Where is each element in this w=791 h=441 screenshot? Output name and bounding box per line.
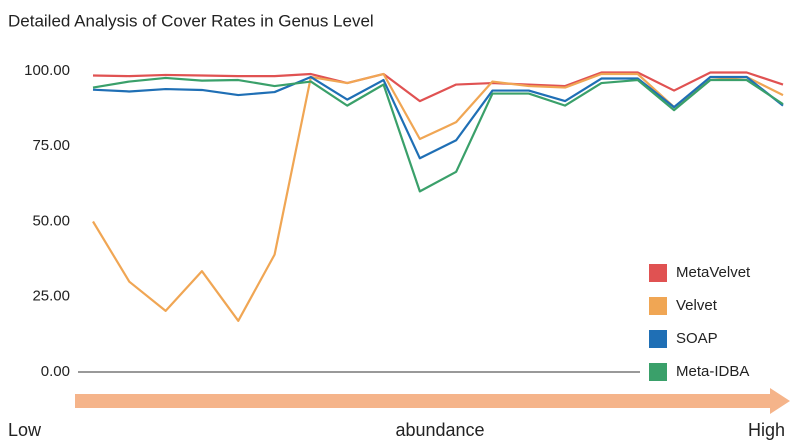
abundance-arrow: [75, 388, 790, 414]
legend-label: MetaVelvet: [676, 264, 751, 281]
legend-label: SOAP: [676, 330, 718, 347]
series-line: [92, 71, 784, 103]
y-tick-label: 25.00: [32, 288, 70, 305]
series-line: [92, 76, 784, 193]
y-tick-label: 100.00: [24, 62, 70, 79]
legend-swatch: [649, 264, 667, 282]
y-tick-label: 75.00: [32, 137, 70, 154]
chart-title: Detailed Analysis of Cover Rates in Genu…: [8, 11, 374, 30]
legend-swatch: [649, 330, 667, 348]
y-tick-label: 50.00: [32, 212, 70, 229]
legend-label: Velvet: [676, 297, 718, 314]
x-axis-label: abundance: [395, 420, 484, 440]
x-axis-label: High: [748, 420, 785, 440]
x-axis-label: Low: [8, 420, 42, 440]
legend-swatch: [649, 363, 667, 381]
legend-label: Meta-IDBA: [676, 363, 749, 380]
y-tick-label: 0.00: [41, 363, 70, 380]
legend-swatch: [649, 297, 667, 315]
series-line: [92, 75, 784, 160]
